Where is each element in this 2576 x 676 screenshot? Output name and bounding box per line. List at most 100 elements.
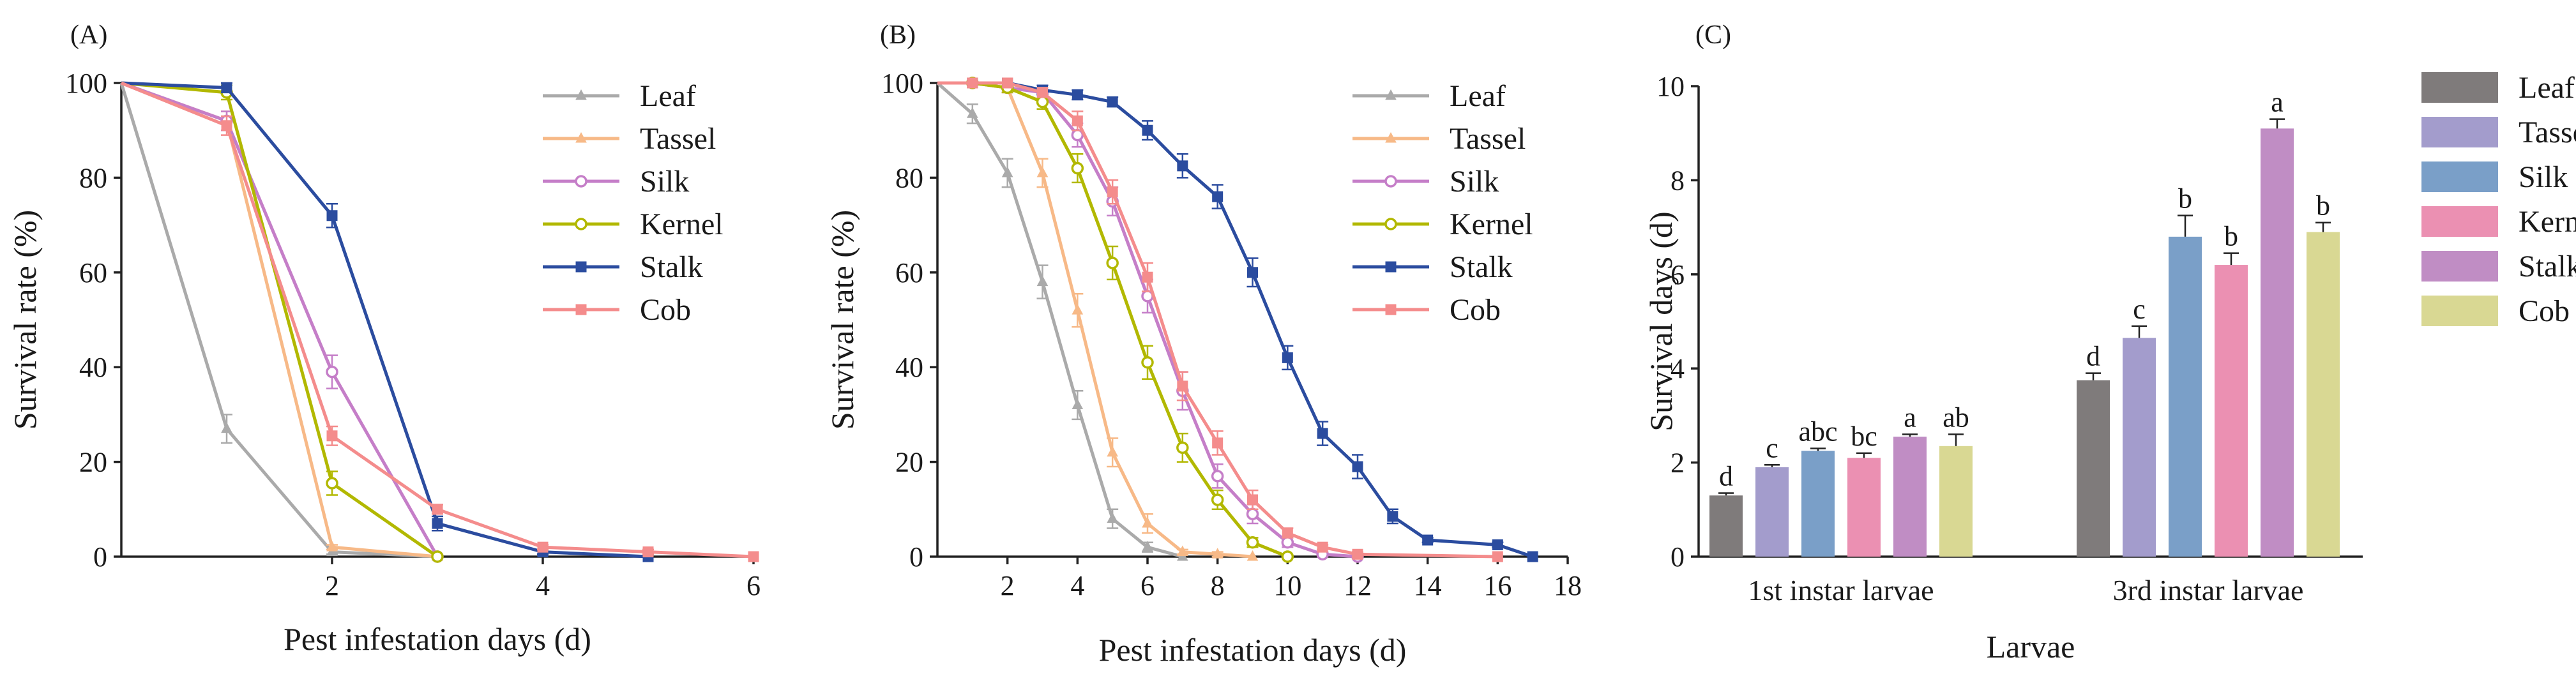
x-tick-label: 6 [746, 570, 761, 601]
data-point [1317, 428, 1328, 439]
legend-item-silk: Silk [1352, 165, 1499, 199]
legend-item-cob: Cob [543, 293, 691, 327]
data-point [966, 107, 978, 118]
category-label: 1st instar larvae [1748, 574, 1934, 606]
data-point [1036, 166, 1049, 177]
x-tick-label: 10 [1273, 570, 1301, 601]
legend-item-stalk: Stalk [1352, 250, 1513, 284]
significance-letter: b [2178, 183, 2192, 214]
data-point [1492, 551, 1503, 562]
data-point [326, 210, 338, 222]
legend-marker [1384, 175, 1397, 188]
x-tick-label: 16 [1483, 570, 1512, 601]
legend-item-stalk: Stalk [543, 250, 703, 284]
legend-marker [575, 131, 587, 143]
data-point [1352, 461, 1363, 472]
data-point [1072, 89, 1083, 101]
data-point [1176, 545, 1188, 557]
significance-letter: ab [1943, 402, 1969, 433]
data-point [642, 546, 654, 558]
data-point [1247, 494, 1258, 506]
legend-label: Leaf [1450, 79, 1506, 113]
legend-item-leaf: Leaf [543, 79, 696, 113]
x-tick-label: 14 [1414, 570, 1442, 601]
x-axis-label: Pest infestation days (d) [284, 621, 591, 657]
panel-label: (C) [1695, 20, 1731, 50]
x-tick-label: 2 [325, 570, 339, 601]
legend-label: Tassel [640, 122, 716, 156]
legend-item-tassel: Tassel [543, 122, 716, 156]
data-point [1107, 186, 1118, 198]
y-tick-label: 100 [881, 68, 923, 99]
legend-item-tassel: Tassel [2421, 116, 2576, 149]
bar-silk [2169, 236, 2202, 557]
y-axis-label: Survival rate (%) [7, 210, 43, 430]
data-point [1177, 380, 1188, 392]
legend-label: Stalk [640, 250, 703, 284]
panel-a: (A) 0 20 40 60 80 100 2 4 6 Pest infestation days … [7, 20, 761, 657]
data-point [1001, 166, 1013, 177]
y-tick-label: 6 [1671, 259, 1685, 290]
data-point [326, 430, 338, 442]
legend-marker [1385, 304, 1397, 315]
y-tick-label: 0 [909, 541, 923, 573]
bar-cob [1939, 446, 1973, 557]
data-point [432, 504, 443, 515]
legend-swatch [2421, 251, 2498, 282]
legend-item-leaf: Leaf [2421, 71, 2575, 105]
significance-letter: c [2133, 294, 2146, 325]
legend-marker [575, 304, 587, 315]
legend-swatch [2421, 117, 2498, 147]
data-point [326, 365, 338, 379]
data-point [1142, 124, 1153, 136]
significance-letter: d [2086, 341, 2100, 372]
legend-swatch [2421, 206, 2498, 237]
significance-letter: bc [1851, 421, 1877, 452]
series-line [121, 81, 649, 559]
data-point [221, 82, 232, 93]
y-tick-label: 60 [895, 257, 923, 289]
legend-label: Cob [640, 293, 691, 327]
data-point [1247, 267, 1258, 278]
series-line [119, 82, 438, 559]
series-cob [121, 81, 759, 562]
legend-item-kernel: Kernel [2421, 205, 2576, 239]
data-point [1072, 115, 1083, 126]
data-point [1387, 511, 1398, 522]
legend-label: Kernel [1450, 207, 1533, 241]
series-line [121, 81, 439, 559]
y-tick-label: 0 [93, 541, 107, 573]
data-point [1071, 161, 1084, 175]
data-point [1246, 550, 1259, 561]
series-stalk [121, 81, 654, 562]
legend-label: Silk [2519, 160, 2568, 194]
panel-b: (B) 0 20 40 60 80 100 2 4 6 8 10 12 14 16 18 Pest infest… [824, 20, 1582, 668]
significance-letter: b [2224, 221, 2238, 252]
legend-label: Cob [2519, 294, 2570, 328]
bar-kernel [1847, 458, 1881, 557]
y-axis-label: Survival rate (%) [824, 210, 860, 430]
data-point [1212, 437, 1224, 449]
data-point [1211, 470, 1224, 483]
data-point [537, 541, 549, 553]
y-tick-label: 10 [1656, 71, 1685, 102]
data-point [1107, 512, 1119, 523]
legend-label: Tassel [2519, 116, 2576, 149]
x-tick-label: 6 [1140, 570, 1155, 601]
legend-marker [575, 261, 587, 273]
legend-marker [1384, 218, 1397, 230]
data-point [1422, 534, 1434, 546]
data-point [1141, 356, 1154, 369]
data-point [1527, 551, 1538, 562]
x-tick-label: 4 [536, 570, 550, 601]
data-point [1281, 550, 1294, 563]
significance-letter: c [1766, 432, 1778, 463]
series-silk [937, 77, 1364, 563]
data-point [1282, 527, 1293, 539]
legend-item-leaf: Leaf [1352, 79, 1506, 113]
x-tick-label: 2 [1001, 570, 1015, 601]
legend-marker [575, 89, 587, 100]
data-point [326, 477, 338, 490]
legend-item-silk: Silk [2421, 160, 2568, 194]
